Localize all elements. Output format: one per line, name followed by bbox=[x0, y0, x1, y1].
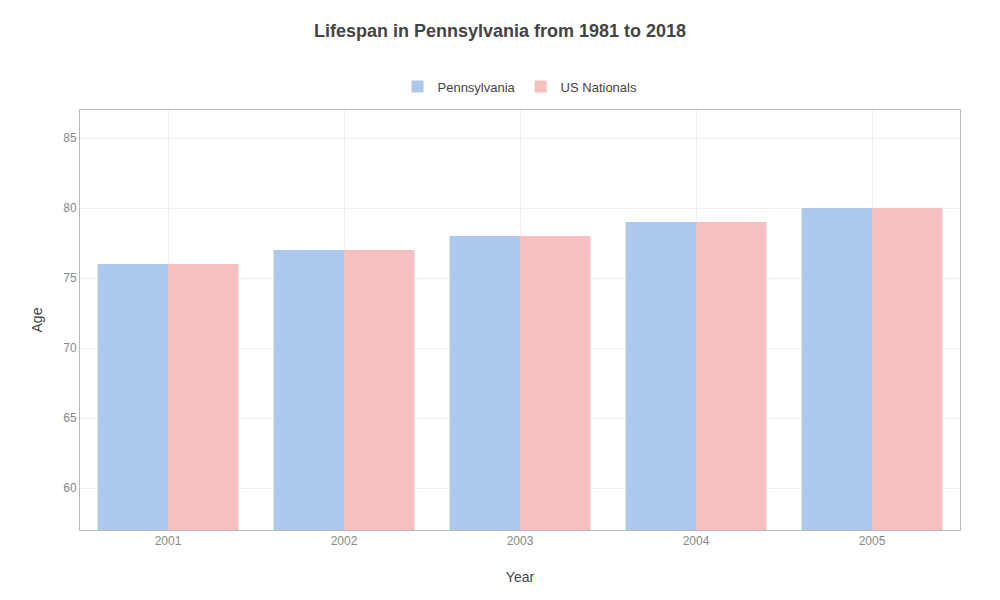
svg-text:2002: 2002 bbox=[331, 534, 358, 548]
svg-text:Year: Year bbox=[506, 569, 535, 585]
svg-text:85: 85 bbox=[63, 131, 77, 145]
svg-text:2004: 2004 bbox=[683, 534, 710, 548]
svg-text:Age: Age bbox=[29, 307, 45, 332]
svg-text:65: 65 bbox=[63, 411, 77, 425]
svg-text:75: 75 bbox=[63, 271, 77, 285]
svg-text:Pennsylvania: Pennsylvania bbox=[438, 80, 516, 95]
svg-text:2005: 2005 bbox=[859, 534, 886, 548]
svg-text:80: 80 bbox=[63, 201, 77, 215]
svg-text:2003: 2003 bbox=[507, 534, 534, 548]
svg-text:2001: 2001 bbox=[155, 534, 182, 548]
svg-text:US Nationals: US Nationals bbox=[561, 80, 637, 95]
svg-text:70: 70 bbox=[63, 341, 77, 355]
svg-text:60: 60 bbox=[63, 481, 77, 495]
svg-text:Lifespan in Pennsylvania from: Lifespan in Pennsylvania from 1981 to 20… bbox=[314, 21, 686, 41]
